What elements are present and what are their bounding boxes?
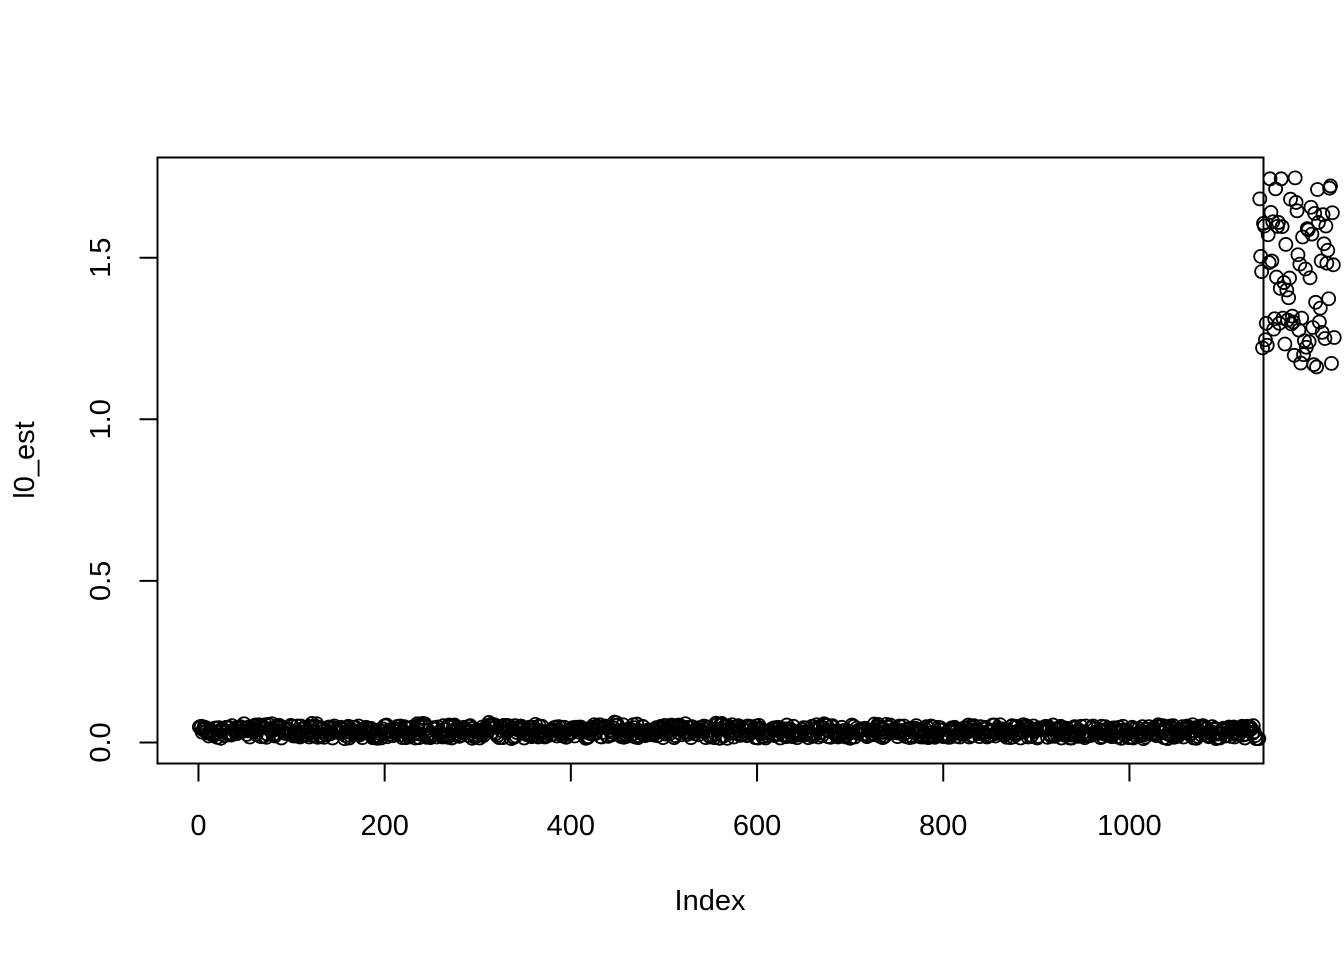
data-point bbox=[1254, 264, 1270, 279]
y-axis-label: l0_est bbox=[9, 421, 41, 498]
data-point bbox=[1297, 261, 1313, 277]
data-point bbox=[1323, 178, 1338, 194]
data-point bbox=[1301, 334, 1317, 350]
data-point bbox=[1260, 227, 1276, 243]
data-point bbox=[1278, 237, 1294, 252]
data-point bbox=[1326, 330, 1342, 345]
data-point bbox=[1309, 359, 1324, 375]
data-point bbox=[1290, 247, 1306, 263]
data-point bbox=[1281, 290, 1297, 306]
data-point bbox=[1325, 257, 1341, 273]
y-tick-label: 1.5 bbox=[85, 238, 117, 278]
data-point bbox=[1317, 331, 1333, 346]
data-point bbox=[1304, 226, 1320, 242]
data-point bbox=[1287, 170, 1303, 186]
data-point bbox=[1288, 195, 1304, 210]
data-point bbox=[1315, 207, 1331, 223]
y-tick-label: 0.0 bbox=[85, 722, 117, 762]
data-point bbox=[677, 716, 693, 732]
data-points bbox=[191, 170, 1342, 747]
x-tick-label: 600 bbox=[733, 810, 781, 842]
data-point bbox=[1310, 182, 1325, 197]
data-point bbox=[1264, 253, 1280, 269]
data-point bbox=[1265, 214, 1281, 230]
data-point bbox=[1324, 205, 1340, 221]
data-point bbox=[1274, 219, 1290, 235]
data-point bbox=[1263, 205, 1279, 220]
x-axis-label: Index bbox=[675, 885, 746, 917]
x-tick-label: 1000 bbox=[1097, 810, 1162, 842]
data-point bbox=[1268, 181, 1283, 197]
y-tick-label: 0.5 bbox=[85, 561, 117, 601]
plot-frame bbox=[156, 156, 1265, 765]
data-point bbox=[1282, 270, 1297, 286]
data-point bbox=[1311, 215, 1326, 230]
x-tick-label: 800 bbox=[919, 810, 967, 842]
data-point bbox=[1302, 270, 1318, 286]
y-axis: 0.0 0.5 1.0 1.5 bbox=[85, 238, 159, 763]
data-point bbox=[1320, 242, 1336, 258]
data-point bbox=[1277, 336, 1293, 352]
x-tick-label: 200 bbox=[360, 810, 408, 842]
x-tick-label: 0 bbox=[190, 810, 206, 842]
data-point bbox=[1251, 731, 1267, 747]
data-point bbox=[1296, 347, 1311, 363]
data-point bbox=[1271, 215, 1286, 230]
data-point bbox=[1284, 308, 1300, 324]
data-point bbox=[1252, 191, 1268, 207]
y-tick-label: 1.0 bbox=[85, 399, 117, 439]
data-point bbox=[1307, 206, 1323, 221]
data-point bbox=[1294, 310, 1310, 326]
data-point bbox=[1259, 337, 1275, 353]
data-point bbox=[1306, 357, 1322, 373]
data-point bbox=[1312, 300, 1328, 316]
data-point bbox=[1289, 203, 1305, 219]
data-point bbox=[1273, 171, 1289, 187]
data-point bbox=[1311, 314, 1327, 330]
data-point bbox=[1318, 218, 1334, 234]
data-point bbox=[1324, 355, 1339, 371]
x-tick-label: 400 bbox=[547, 810, 595, 842]
data-point bbox=[1300, 222, 1316, 238]
data-point bbox=[1321, 291, 1337, 307]
x-axis: 0 200 400 600 800 1000 bbox=[190, 762, 1162, 842]
